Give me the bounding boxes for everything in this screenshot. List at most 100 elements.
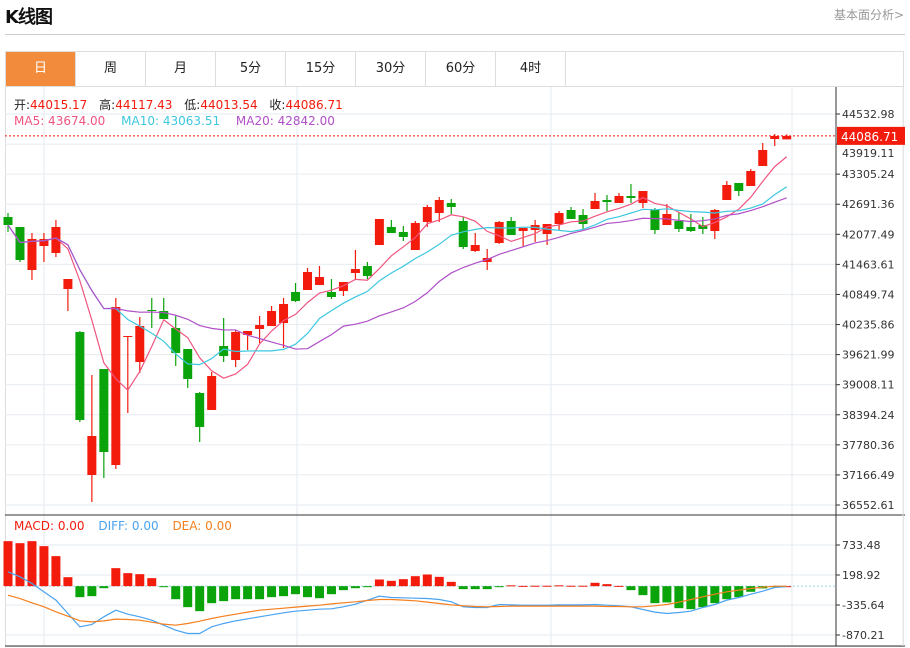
macd-bar — [482, 586, 492, 590]
candle-up — [518, 228, 528, 231]
macd-bar — [314, 586, 324, 599]
candle-down — [602, 199, 612, 202]
macd-bar — [99, 586, 109, 589]
candle-up — [710, 209, 720, 231]
macd-bar — [518, 585, 528, 587]
candle-down — [686, 226, 696, 231]
candle-down — [566, 209, 576, 219]
candle-up — [494, 221, 504, 244]
candle-up — [243, 330, 253, 336]
macd-bar — [75, 586, 85, 598]
macd-bar — [458, 586, 468, 590]
candle-up — [614, 196, 624, 203]
candle-up — [87, 435, 97, 475]
macd-bar — [530, 585, 540, 587]
candle-down — [291, 291, 301, 302]
candle-down — [458, 221, 468, 248]
candle-up — [255, 325, 265, 329]
candle-up — [722, 184, 732, 200]
ma5-line — [7, 156, 788, 392]
y-tick-label: 37780.36 — [842, 439, 895, 452]
macd-bar — [51, 556, 61, 587]
page-title: K线图 — [5, 7, 53, 28]
tab-15min[interactable]: 15分 — [286, 52, 356, 86]
close-value: 44086.71 — [285, 98, 343, 112]
y-tick-label: 44532.98 — [842, 108, 895, 121]
macd-bar — [506, 585, 516, 587]
candle-up — [231, 331, 241, 361]
candle-up — [770, 135, 780, 139]
candle-down — [734, 182, 744, 192]
y-tick-label: 41463.61 — [842, 258, 895, 271]
tab-day[interactable]: 日 — [6, 52, 76, 86]
last-price-badge — [837, 126, 905, 145]
macd-bar — [15, 543, 25, 587]
macd-bar — [566, 585, 576, 587]
candle-down — [159, 311, 169, 319]
candle-up — [135, 326, 145, 363]
macd-bar — [63, 577, 73, 587]
y-tick-label: 40235.86 — [842, 319, 895, 332]
macd-bar — [291, 586, 301, 595]
tab-5min[interactable]: 5分 — [216, 52, 286, 86]
candle-up — [207, 375, 217, 410]
candle-up — [111, 306, 121, 466]
candle-up — [470, 245, 480, 251]
dea-line — [7, 585, 787, 626]
divider — [5, 34, 905, 35]
candle-up — [51, 226, 61, 253]
candle-down — [3, 216, 13, 226]
macd-bar — [147, 578, 157, 587]
candle-up — [63, 279, 73, 290]
macd-bar — [386, 580, 396, 587]
candle-up — [314, 277, 324, 285]
macd-bar — [686, 586, 696, 610]
macd-bar — [326, 586, 336, 595]
y-tick-label: 42691.36 — [842, 198, 895, 211]
ma5-value: MA5: 43674.00 — [14, 114, 106, 128]
macd-bar — [27, 541, 37, 587]
open-label: 开: — [14, 98, 31, 112]
tab-week[interactable]: 周 — [76, 52, 146, 86]
macd-bar — [207, 586, 217, 604]
last-price-label: 44086.71 — [841, 130, 898, 144]
ma10-line — [7, 186, 788, 366]
candle-down — [386, 226, 396, 234]
tab-4hour[interactable]: 4时 — [496, 52, 566, 86]
ma-info: MA5: 43674.00 MA10: 43063.51 MA20: 42842… — [14, 114, 335, 128]
tab-60min[interactable]: 60分 — [426, 52, 496, 86]
candle-up — [267, 311, 277, 327]
candle-up — [27, 238, 37, 270]
macd-y-tick-label: 198.92 — [842, 569, 881, 582]
candle-up — [374, 218, 384, 246]
candle-down — [446, 202, 456, 207]
candle-down — [674, 221, 684, 229]
macd-bar — [662, 586, 672, 603]
macd-bar — [650, 586, 660, 604]
macd-bar — [494, 586, 504, 588]
fundamental-analysis-link[interactable]: 基本面分析> — [833, 8, 904, 22]
candle-up — [123, 335, 133, 337]
y-tick-label: 38394.24 — [842, 409, 895, 422]
y-tick-label: 36552.61 — [842, 499, 895, 512]
macd-bar — [614, 585, 624, 587]
macd-bar — [183, 586, 193, 608]
candle-down — [362, 265, 372, 276]
candle-down — [195, 392, 205, 427]
macd-bar — [602, 584, 612, 587]
macd-bar — [470, 586, 480, 590]
candle-down — [15, 226, 25, 261]
tab-30min[interactable]: 30分 — [356, 52, 426, 86]
candle-up — [590, 201, 600, 210]
macd-bar — [554, 585, 564, 587]
y-tick-label: 39008.11 — [842, 379, 895, 392]
candle-up — [758, 150, 768, 166]
macd-y-tick-label: 733.48 — [842, 539, 881, 552]
candle-up — [303, 272, 312, 290]
tab-month[interactable]: 月 — [146, 52, 216, 86]
y-tick-label: 42077.49 — [842, 228, 895, 241]
candle-up — [746, 170, 756, 187]
macd-bar — [279, 586, 289, 597]
y-tick-label: 40849.74 — [842, 288, 895, 301]
